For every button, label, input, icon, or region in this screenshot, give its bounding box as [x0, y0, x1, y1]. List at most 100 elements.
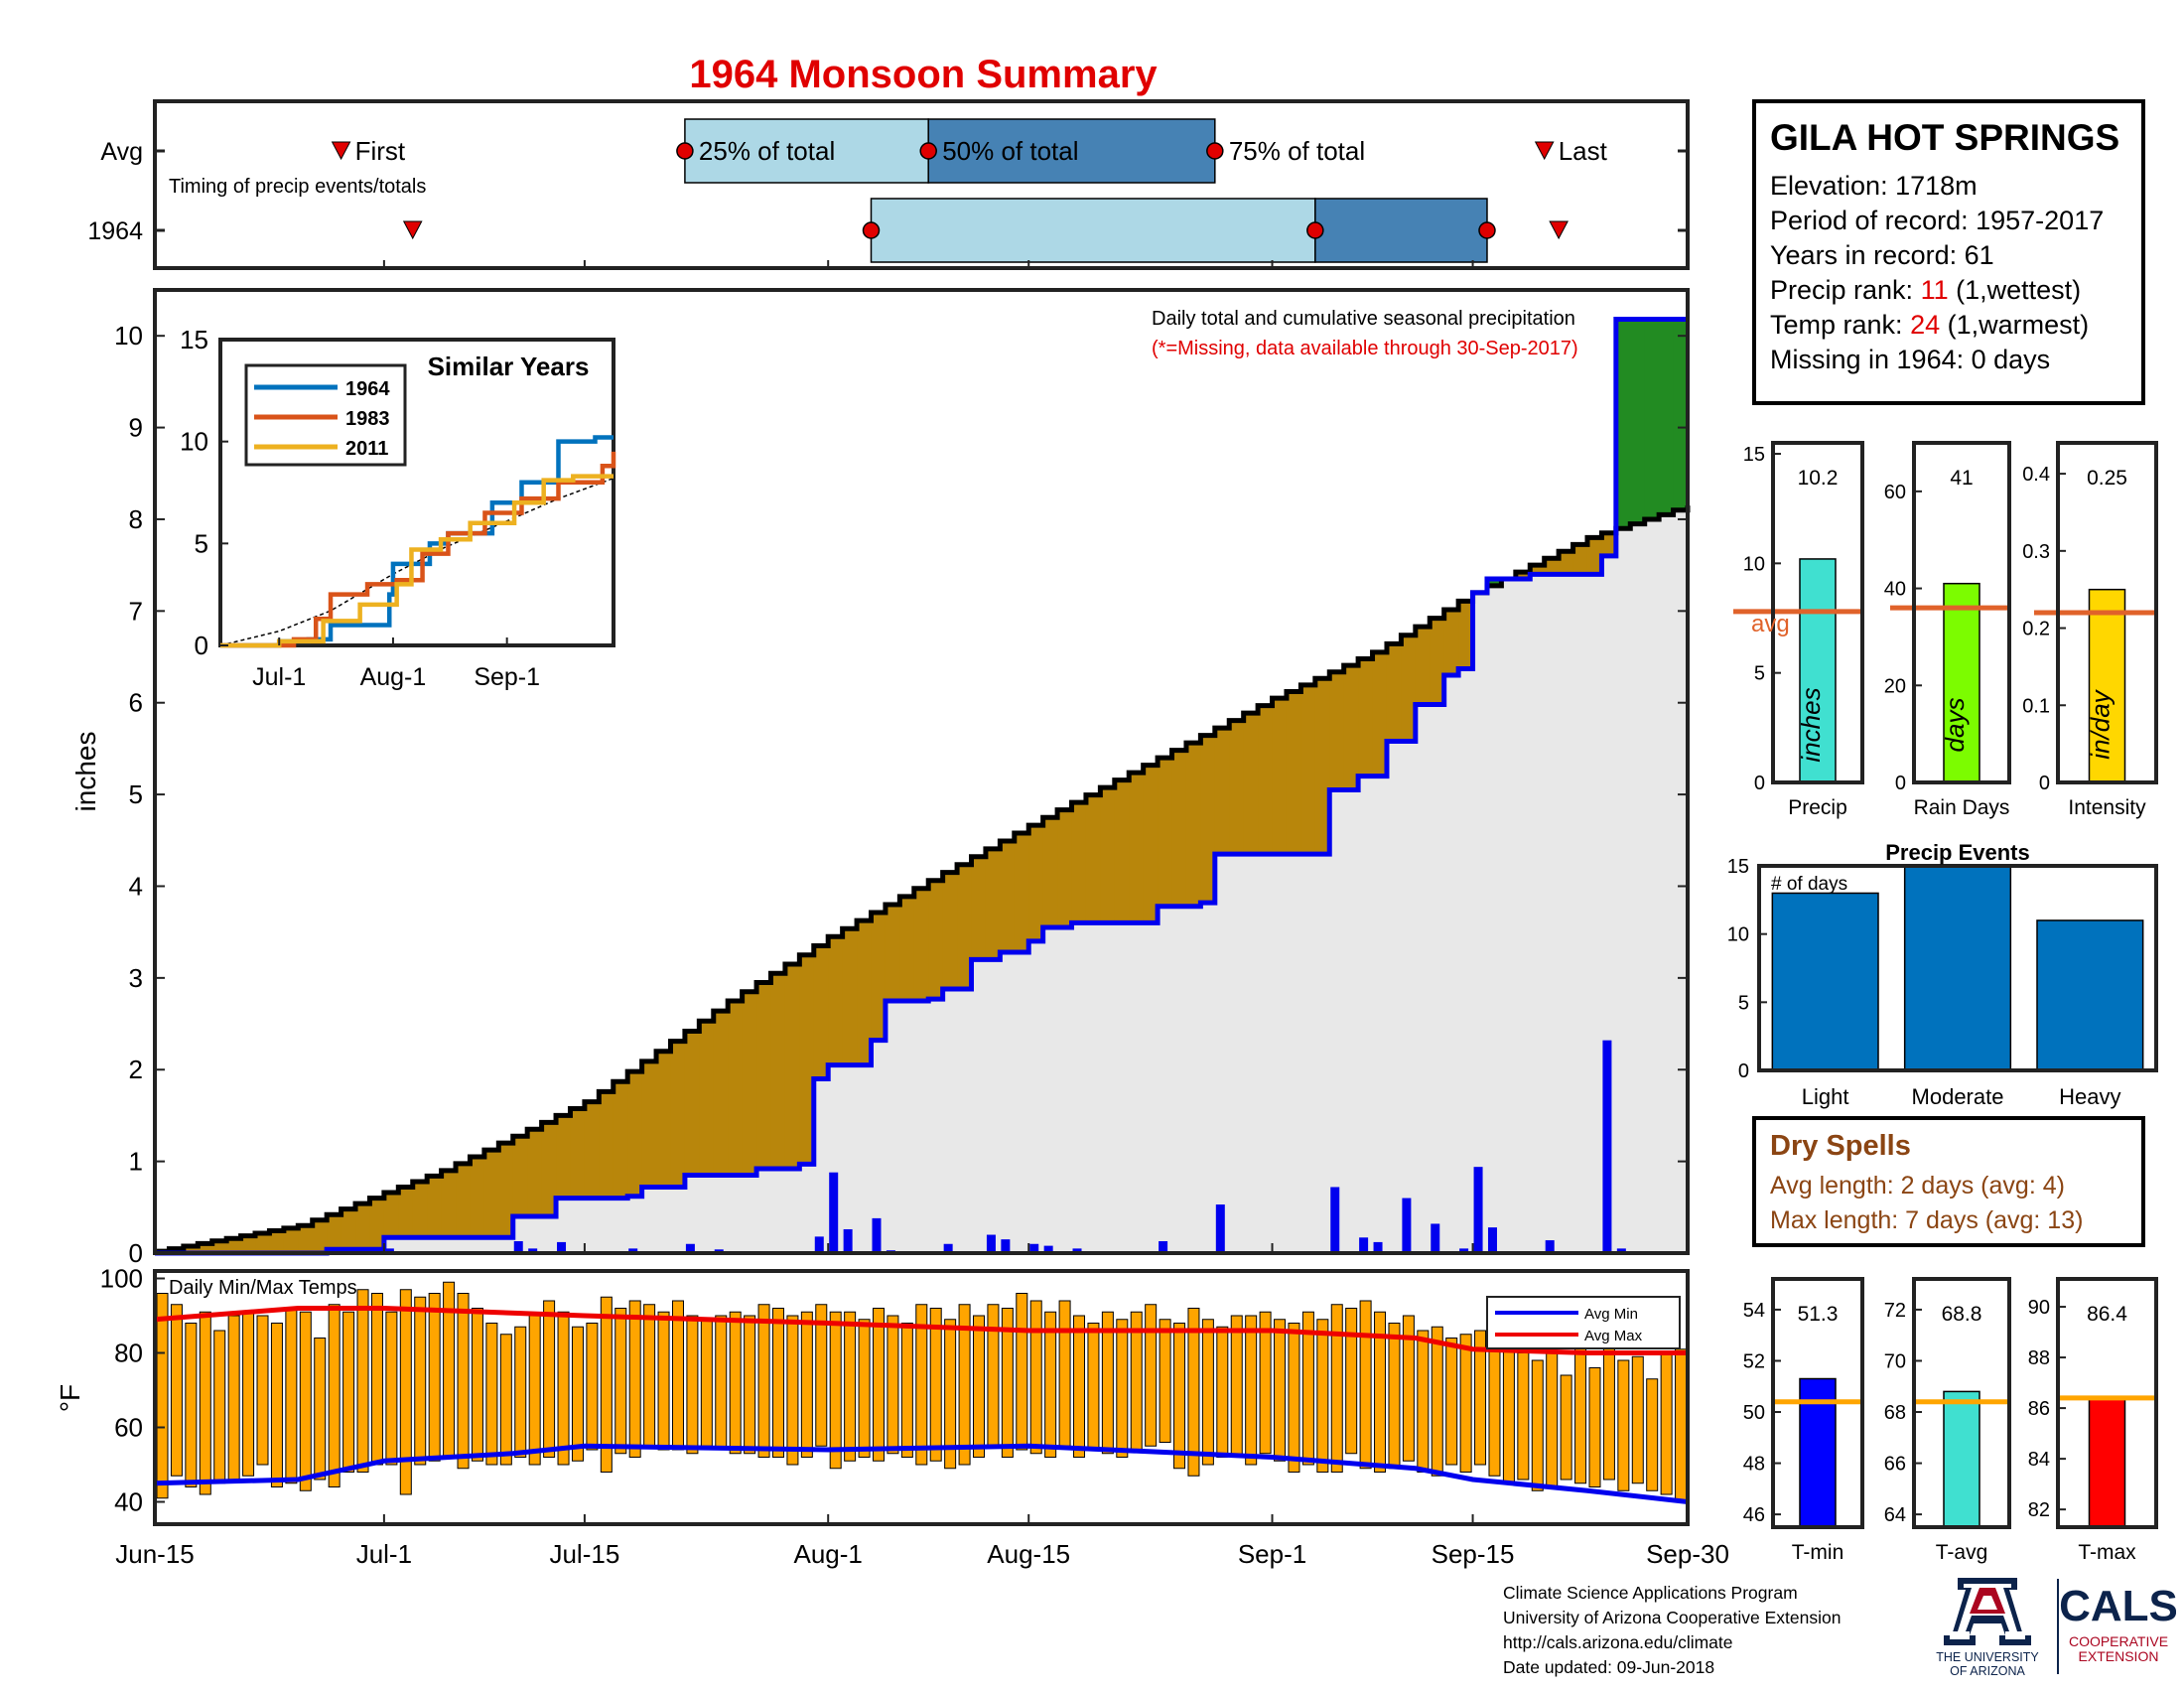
- similar-ytick-label: 15: [180, 325, 208, 354]
- footer-line-3[interactable]: http://cals.arizona.edu/climate: [1503, 1632, 1733, 1652]
- summary-xlabel: Rain Days: [1914, 796, 2010, 819]
- temp-summary-ytick-label: 72: [1884, 1300, 1906, 1322]
- daily-precip-bar: [1330, 1187, 1340, 1253]
- timing-avg-last-marker: [1534, 141, 1555, 161]
- daily-precip-bar: [628, 1248, 638, 1253]
- svg-text:COOPERATIVE: COOPERATIVE: [2069, 1633, 2168, 1649]
- daily-temp-bar: [514, 1326, 527, 1458]
- daily-temp-bar: [1087, 1323, 1100, 1451]
- daily-temp-bar: [800, 1311, 813, 1458]
- daily-temp-bar: [1474, 1330, 1487, 1466]
- daily-precip-bar: [1359, 1237, 1369, 1253]
- dry-spells-avg: Avg length: 2 days (avg: 4): [1770, 1172, 2065, 1199]
- summary-ytick-label: 15: [1743, 444, 1765, 466]
- precip-deficit-segment: [1544, 558, 1560, 575]
- timing-q25-label: 25% of total: [699, 136, 835, 166]
- daily-temp-bar: [457, 1293, 470, 1470]
- precip-deficit-segment: [584, 1101, 600, 1199]
- precip-deficit-segment: [541, 1122, 557, 1217]
- daily-precip-bar: [1459, 1248, 1469, 1253]
- daily-temp-bar: [543, 1300, 556, 1458]
- svg-text:THE UNIVERSITY: THE UNIVERSITY: [1936, 1650, 2039, 1664]
- precip-gray-area: [155, 505, 1688, 1254]
- daily-temp-bar: [771, 1308, 784, 1458]
- summary-value-label: 10.2: [1798, 467, 1839, 490]
- daily-temp-bar: [270, 1323, 283, 1487]
- summary-xlabel: Precip: [1788, 796, 1847, 819]
- year-cumulative-line: [155, 317, 1688, 1256]
- timing-year-q50-q75-box: [1314, 198, 1488, 263]
- temp-legend-max-label: Avg Max: [1584, 1328, 1643, 1344]
- footer-line-1: Climate Science Applications Program: [1503, 1583, 1798, 1603]
- daily-temp-bar: [1660, 1352, 1673, 1495]
- temp-ytick-label: 80: [114, 1339, 143, 1368]
- station-precip-rank: Precip rank: 11 (1,wettest): [1770, 275, 2082, 305]
- precip-deficit-segment: [483, 1150, 499, 1238]
- daily-temp-bar: [1517, 1352, 1530, 1481]
- precip-ytick-label: 4: [129, 871, 143, 901]
- timing-row-year-label: 1964: [87, 217, 143, 245]
- daily-temp-bar: [399, 1289, 412, 1495]
- precip-deficit-segment: [341, 1208, 356, 1250]
- station-missing: Missing in 1964: 0 days: [1770, 345, 2051, 374]
- daily-temp-bar: [1588, 1367, 1601, 1487]
- precip-deficit-segment: [1401, 635, 1417, 742]
- precip-deficit-segment: [1171, 750, 1187, 907]
- precip-deficit-segment: [713, 1011, 729, 1176]
- precip-deficit-segment: [1000, 840, 1016, 952]
- daily-temp-bar: [643, 1304, 656, 1447]
- daily-temp-bar: [213, 1330, 226, 1484]
- summary-bar-rain-days: [1943, 582, 1980, 783]
- summary-ytick-label: 60: [1884, 482, 1906, 503]
- daily-precip-bar: [513, 1240, 523, 1253]
- event-category-label: Moderate: [1912, 1084, 2004, 1109]
- precip-deficit-segment: [1358, 658, 1374, 776]
- precip-deficit-segment: [756, 982, 772, 1170]
- summary-avg-label: avg: [1751, 611, 1790, 637]
- daily-temp-bar: [1675, 1348, 1688, 1502]
- temp-panel-frame: [153, 1269, 1690, 1526]
- summary-unit-label: in/day: [2086, 688, 2116, 759]
- x-axis-label: Sep-15: [1432, 1539, 1515, 1569]
- precip-deficit-segment: [1286, 691, 1301, 855]
- summary-ytick-label: 0: [1754, 773, 1765, 794]
- precip-deficit-segment: [1057, 809, 1073, 928]
- precip-deficit-segment: [885, 904, 900, 1001]
- temp-summary-ytick-label: 86: [2028, 1398, 2050, 1420]
- precip-ytick-label: 6: [129, 688, 143, 718]
- precip-deficit-segment: [641, 1060, 657, 1188]
- precip-deficit-segment: [1042, 817, 1058, 928]
- daily-temp-bar: [872, 1308, 885, 1462]
- daily-temp-bar: [786, 1315, 799, 1466]
- station-name: GILA HOT SPRINGS: [1770, 117, 2120, 158]
- svg-text:EXTENSION: EXTENSION: [2079, 1648, 2159, 1664]
- daily-temp-bar: [571, 1326, 584, 1462]
- summary-ytick-label: 20: [1884, 675, 1906, 697]
- station-years: Years in record: 61: [1770, 240, 1994, 270]
- precip-deficit-segment: [470, 1157, 485, 1238]
- similar-ytick-label: 10: [180, 427, 208, 457]
- footer-line-2: University of Arizona Cooperative Extens…: [1503, 1608, 1842, 1627]
- precip-deficit-segment: [942, 872, 958, 989]
- daily-temp-bar: [757, 1304, 770, 1458]
- precip-deficit-segment: [957, 864, 973, 989]
- precip-deficit-segment: [255, 1233, 271, 1253]
- daily-temp-bar: [1417, 1330, 1430, 1473]
- event-bar-light: [1771, 892, 1879, 1071]
- precip-deficit-segment: [369, 1198, 385, 1250]
- similar-legend-label-1983: 1983: [345, 408, 390, 430]
- precip-deficit-segment: [1572, 544, 1588, 575]
- daily-temp-bar: [1402, 1315, 1415, 1462]
- precip-deficit-segment: [1014, 833, 1029, 952]
- precip-deficit-segment: [269, 1230, 285, 1253]
- precip-deficit-segment: [1143, 765, 1159, 923]
- daily-temp-bar: [929, 1308, 942, 1462]
- x-axis-label: Jul-15: [549, 1539, 619, 1569]
- precip-deficit-segment: [684, 1031, 700, 1176]
- temp-avg-min-line: [154, 1443, 1689, 1504]
- x-axis-label: Aug-15: [987, 1539, 1070, 1569]
- timing-last-label: Last: [1559, 136, 1608, 166]
- daily-temp-bar: [1230, 1315, 1243, 1458]
- daily-temp-bar: [715, 1315, 728, 1451]
- events-title: Precip Events: [1885, 840, 2030, 865]
